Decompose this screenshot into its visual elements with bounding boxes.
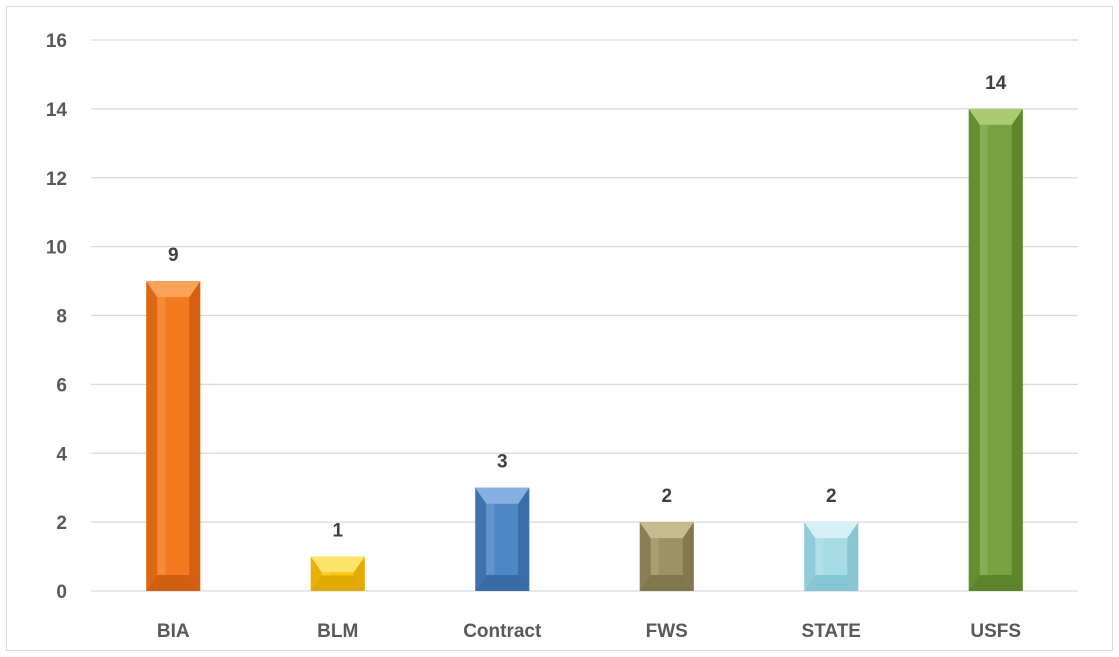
y-tick-label: 4 — [56, 444, 67, 465]
data-label-BIA: 9 — [168, 245, 179, 266]
bar-bevel-right — [353, 556, 365, 591]
bar-bevel-right — [189, 281, 201, 591]
x-axis-category-labels: BIA BLM Contract FWS STATE USFS — [157, 621, 1021, 642]
x-tick-label-USFS: USFS — [970, 621, 1021, 642]
bar-bevel-left — [475, 487, 487, 591]
bar-Contract — [475, 487, 530, 591]
x-tick-label-BIA: BIA — [157, 621, 190, 642]
bar-bevel-right — [847, 522, 859, 591]
gridlines — [91, 39, 1078, 592]
bar-highlight — [979, 124, 988, 575]
data-label-STATE: 2 — [826, 486, 837, 507]
bar-bevel-left — [639, 522, 651, 591]
bar-bevel-bottom — [639, 575, 694, 591]
y-tick-label: 10 — [46, 238, 67, 259]
bar-bevel-bottom — [146, 575, 201, 591]
bar-highlight — [815, 538, 824, 575]
bar-bevel-top — [639, 522, 694, 539]
bar-highlight — [157, 297, 166, 575]
data-labels: 9 1 3 2 2 14 — [168, 73, 1007, 542]
y-tick-label: 6 — [56, 375, 67, 396]
bar-bevel-right — [518, 487, 530, 591]
y-tick-label: 16 — [46, 31, 67, 52]
data-label-FWS: 2 — [661, 486, 672, 507]
data-label-USFS: 14 — [985, 73, 1007, 94]
bar-bevel-left — [968, 108, 980, 591]
bar-bevel-bottom — [475, 575, 530, 591]
bar-bevel-top — [146, 281, 201, 298]
bar-highlight — [321, 572, 330, 576]
data-label-BLM: 1 — [332, 521, 343, 542]
bar-bevel-bottom — [310, 575, 365, 591]
bar-bevel-left — [310, 556, 322, 591]
bar-USFS — [968, 108, 1023, 591]
bar-BLM — [310, 556, 365, 591]
x-tick-label-Contract: Contract — [463, 621, 542, 642]
bar-highlight — [650, 538, 659, 575]
bar-highlight — [486, 503, 495, 575]
x-tick-label-BLM: BLM — [317, 621, 358, 642]
y-tick-label: 0 — [56, 582, 67, 603]
y-tick-label: 12 — [46, 169, 67, 190]
bar-bevel-bottom — [968, 575, 1023, 591]
bar-bevel-top — [475, 487, 530, 504]
bar-FWS — [639, 522, 694, 591]
y-tick-label: 14 — [46, 100, 68, 121]
bar-bevel-left — [146, 281, 158, 591]
x-tick-label-STATE: STATE — [802, 621, 861, 642]
data-label-Contract: 3 — [497, 452, 508, 473]
bar-bevel-bottom — [804, 575, 859, 591]
x-tick-label-FWS: FWS — [646, 621, 688, 642]
y-axis-tick-labels: 0 2 4 6 8 10 12 14 16 — [46, 31, 68, 603]
bar-bevel-right — [682, 522, 694, 591]
bars — [146, 108, 1023, 591]
bar-BIA — [146, 281, 201, 591]
bar-bevel-left — [804, 522, 816, 591]
y-tick-label: 2 — [56, 513, 67, 534]
bar-bevel-top — [310, 556, 365, 573]
bar-bevel-right — [1011, 108, 1023, 591]
bar-bevel-top — [968, 108, 1023, 125]
bar-bevel-top — [804, 522, 859, 539]
y-tick-label: 8 — [56, 307, 67, 328]
bar-STATE — [804, 522, 859, 591]
